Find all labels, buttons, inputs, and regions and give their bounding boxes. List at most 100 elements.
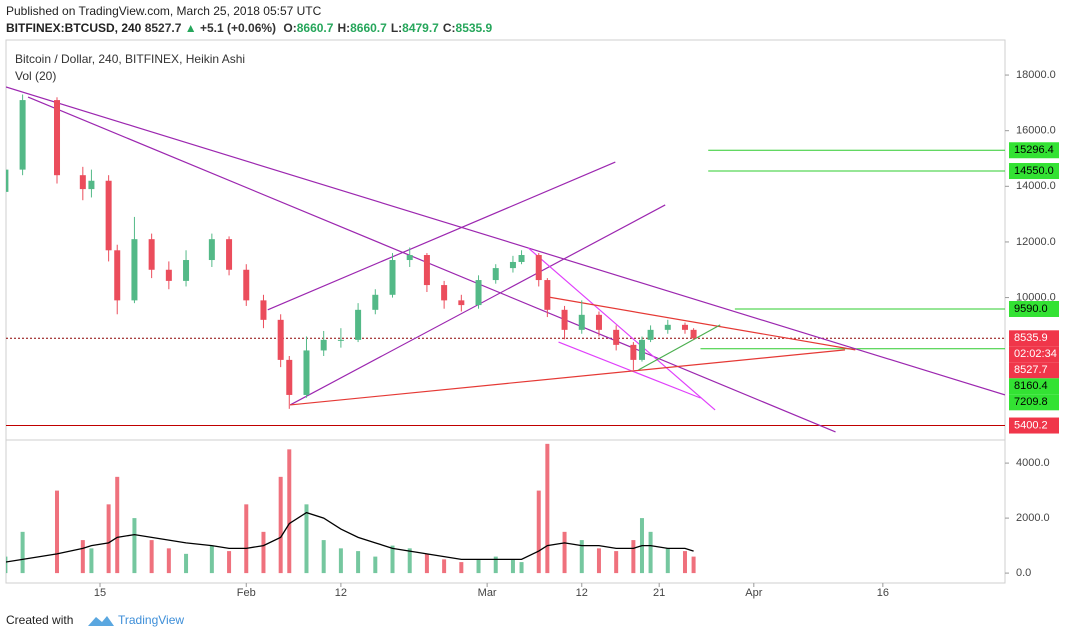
volume-bar <box>6 556 8 574</box>
volume-bar <box>209 545 214 574</box>
trend-line <box>528 247 716 411</box>
volume-bar <box>304 504 309 574</box>
volume-legend: Vol (20) <box>15 69 56 83</box>
price-label: 9590.0 <box>1014 303 1048 315</box>
candle-body <box>320 339 327 351</box>
candle-body <box>131 239 138 301</box>
volume-bar <box>510 559 515 574</box>
trend-line <box>27 96 836 433</box>
x-tick-label: Feb <box>237 587 256 599</box>
volume-bar <box>132 518 137 574</box>
price-label-box <box>1009 394 1059 411</box>
volume-bar <box>424 553 429 574</box>
volume-bar <box>493 556 498 574</box>
ohlc-key: C: <box>442 21 456 35</box>
volume-bar <box>442 559 447 574</box>
candle-body <box>165 269 172 281</box>
volume-bar <box>80 540 85 574</box>
candle-body <box>518 255 525 262</box>
candle-body <box>6 169 9 192</box>
volume-tick-label: 0.0 <box>1016 567 1031 579</box>
trend-line <box>6 86 1005 396</box>
volume-bar <box>665 548 670 574</box>
volume-bar <box>338 548 343 574</box>
footer-brand[interactable]: TradingView <box>118 613 184 627</box>
symbol: BITFINEX:BTCUSD, 240 <box>6 21 142 35</box>
volume-bar <box>166 548 171 574</box>
ohlc-key: L: <box>390 21 403 35</box>
ohlc-value: 8660.7 <box>350 21 387 35</box>
candle-body <box>260 300 267 320</box>
price-label: 7209.8 <box>1014 396 1048 408</box>
candle-body <box>286 359 293 395</box>
candle-body <box>509 261 516 269</box>
candle-body <box>372 294 379 310</box>
volume-bar <box>459 562 464 574</box>
candle-body <box>535 255 542 281</box>
trend-line <box>558 341 701 399</box>
price-label-box <box>1009 346 1059 363</box>
arrow: ▲ <box>184 21 197 35</box>
x-tick-label: 21 <box>653 587 665 599</box>
candle-body <box>303 350 310 395</box>
volume-bar <box>20 531 25 574</box>
x-tick-label: Apr <box>745 587 762 599</box>
candle-body <box>630 344 637 360</box>
price-label: 8527.7 <box>1014 364 1048 376</box>
price-label-box <box>1009 300 1059 317</box>
y-tick-label: 12000.0 <box>1016 236 1056 248</box>
y-tick-label: 16000.0 <box>1016 125 1056 137</box>
volume-bar <box>149 540 154 574</box>
last: 8527.7 <box>144 21 182 35</box>
volume-bar <box>227 551 232 574</box>
volume-bar <box>356 551 361 574</box>
candle-body <box>578 314 585 330</box>
plot-frame <box>5 39 1006 584</box>
candle-body <box>458 300 465 306</box>
footer-text: Created with <box>6 613 73 627</box>
candle-body <box>389 260 396 295</box>
candle-body <box>544 280 551 310</box>
ohlc-value: 8535.9 <box>455 21 493 35</box>
x-tick-label: 12 <box>576 587 588 599</box>
candle-body <box>423 255 430 286</box>
candle-body <box>79 175 86 190</box>
y-tick-label: 10000.0 <box>1016 291 1056 303</box>
x-tick-label: 12 <box>335 587 347 599</box>
candle-body <box>613 329 620 345</box>
candle-body <box>88 180 95 190</box>
price-label-box <box>1009 417 1059 434</box>
x-tick-label: 15 <box>94 587 106 599</box>
trend-line <box>267 161 616 311</box>
x-tick-label: Mar <box>478 587 497 599</box>
price-label-box <box>1009 362 1059 379</box>
volume-ma <box>6 511 694 563</box>
candle-body <box>355 309 362 340</box>
candle-body <box>647 329 654 340</box>
volume-bar <box>373 556 378 574</box>
volume-bar <box>244 504 249 574</box>
ohlc-value: 8660.7 <box>296 21 334 35</box>
candle-body <box>114 250 121 301</box>
candle-body <box>226 239 233 270</box>
chart-title: Bitcoin / Dollar, 240, BITFINEX, Heikin … <box>15 52 245 66</box>
candle-body <box>638 339 645 360</box>
logo <box>88 616 114 626</box>
volume-bar <box>691 556 696 574</box>
volume-bar <box>106 504 111 574</box>
y-tick-label: 14000.0 <box>1016 180 1056 192</box>
candle-body <box>105 180 112 251</box>
volume-bar <box>596 548 601 574</box>
candle-body <box>148 239 155 270</box>
candle-body <box>243 269 250 301</box>
price-label: 5400.2 <box>1014 419 1048 431</box>
price-label-box <box>1009 330 1059 347</box>
candle-body <box>681 324 688 330</box>
ohlc: O:8660.7 H:8660.7 L:8479.7 C:8535.9 <box>279 21 492 35</box>
trend-line <box>638 324 721 371</box>
volume-bar <box>278 476 283 574</box>
volume-bar <box>648 531 653 574</box>
price-label: 8160.4 <box>1014 380 1048 392</box>
volume-bar <box>407 548 412 574</box>
